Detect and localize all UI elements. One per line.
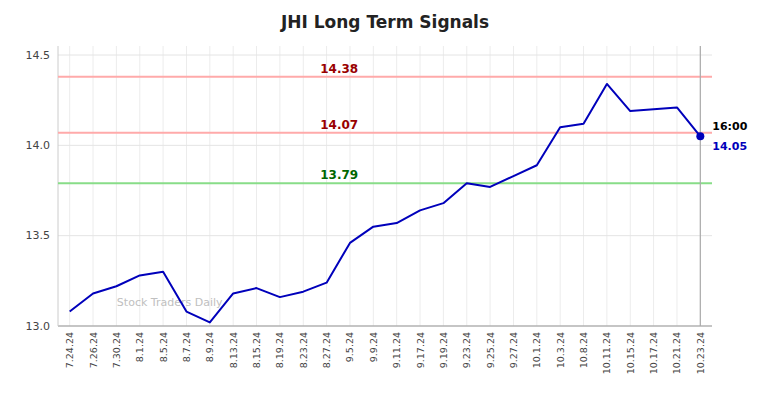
price-line: [70, 84, 701, 322]
reference-line: [58, 182, 712, 184]
reference-label: 13.79: [320, 168, 358, 182]
x-grid-line: [163, 46, 164, 326]
x-tick-label: 9.11.24: [391, 332, 402, 368]
x-tick-label: 8.15.24: [251, 332, 262, 368]
x-grid-line: [233, 46, 234, 326]
x-tick-label: 8.5.24: [158, 332, 169, 362]
x-tick-label: 8.9.24: [204, 332, 215, 362]
y-axis: [58, 46, 59, 326]
y-grid-line: [58, 235, 712, 236]
reference-line: [58, 132, 712, 134]
x-grid-line: [303, 46, 304, 326]
reference-label: 14.07: [320, 118, 358, 132]
x-grid-line: [513, 46, 514, 326]
x-tick-label: 10.11.24: [601, 332, 612, 374]
x-tick-label: 9.27.24: [508, 332, 519, 368]
y-tick-label: 14.5: [26, 49, 51, 62]
background: [0, 0, 784, 398]
x-grid-line: [443, 46, 444, 326]
x-grid-line: [536, 46, 537, 326]
x-tick-label: 9.5.24: [344, 332, 355, 362]
end-label: 14.05: [712, 140, 747, 153]
x-tick-label: 7.26.24: [88, 332, 99, 368]
x-grid-line: [279, 46, 280, 326]
x-grid-line: [69, 46, 70, 326]
x-grid-line: [396, 46, 397, 326]
x-tick-label: 10.8.24: [578, 332, 589, 368]
x-tick-label: 8.13.24: [228, 332, 239, 368]
series: [70, 84, 705, 322]
x-tick-label: 9.23.24: [461, 332, 472, 368]
x-grid-line: [653, 46, 654, 326]
y-tick-label: 14.0: [26, 139, 51, 152]
x-grid-line: [326, 46, 327, 326]
end-vline: [700, 46, 701, 326]
x-grid-line: [116, 46, 117, 326]
x-grid-line: [93, 46, 94, 326]
x-axis: [58, 326, 712, 327]
y-grid-line: [58, 326, 712, 327]
end-dot: [696, 132, 704, 140]
x-tick-label: 10.3.24: [555, 332, 566, 368]
x-grid-line: [139, 46, 140, 326]
x-tick-label: 7.30.24: [111, 332, 122, 368]
x-tick-label: 10.17.24: [648, 332, 659, 374]
x-grid-line: [560, 46, 561, 326]
watermark: Stock Traders Daily: [117, 296, 223, 309]
x-grid-line: [630, 46, 631, 326]
y-grid-line: [58, 55, 712, 56]
y-grid-line: [58, 145, 712, 146]
x-grid-line: [676, 46, 677, 326]
x-grid-line: [700, 46, 701, 326]
y-tick-label: 13.0: [26, 320, 51, 333]
reference-line: [58, 76, 712, 78]
x-tick-label: 9.19.24: [438, 332, 449, 368]
x-tick-label: 9.25.24: [485, 332, 496, 368]
x-tick-label: 8.27.24: [321, 332, 332, 368]
x-tick-label: 8.1.24: [134, 332, 145, 362]
x-tick-label: 8.7.24: [181, 332, 192, 362]
x-grid-line: [256, 46, 257, 326]
x-grid-line: [583, 46, 584, 326]
x-grid-line: [606, 46, 607, 326]
x-tick-label: 8.23.24: [298, 332, 309, 368]
x-grid-line: [420, 46, 421, 326]
chart: JHI Long Term Signals 13.0 13.5 14.0 14.5 Sto…: [0, 0, 784, 398]
x-grid-line: [209, 46, 210, 326]
end-label: 16:00: [712, 120, 747, 133]
x-grid-line: [186, 46, 187, 326]
x-tick-label: 10.21.24: [671, 332, 682, 374]
x-tick-label: 10.15.24: [625, 332, 636, 374]
title: JHI Long Term Signals: [280, 12, 489, 32]
x-tick-label: 9.9.24: [368, 332, 379, 362]
x-tick-label: 10.1.24: [531, 332, 542, 368]
x-tick-label: 7.24.24: [64, 332, 75, 368]
reference-label: 14.38: [320, 62, 358, 76]
x-grid-line: [466, 46, 467, 326]
x-grid-line: [349, 46, 350, 326]
x-grid-line: [373, 46, 374, 326]
x-tick-label: 9.17.24: [415, 332, 426, 368]
x-tick-label: 8.19.24: [274, 332, 285, 368]
y-tick-label: 13.5: [26, 229, 51, 242]
grid: [58, 46, 712, 326]
x-tick-label: 10.23.24: [695, 332, 706, 374]
